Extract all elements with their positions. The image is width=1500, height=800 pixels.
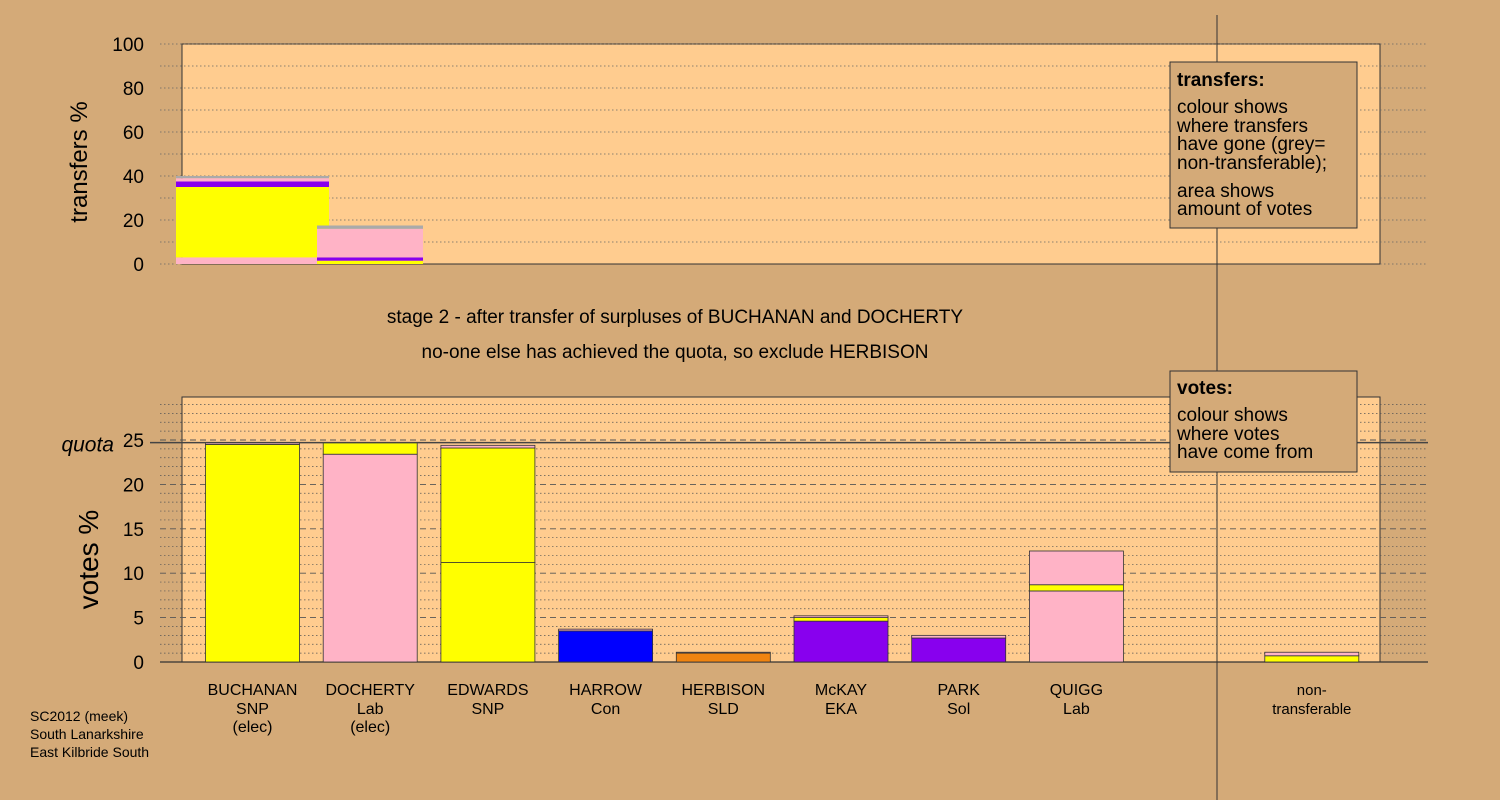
vote-segment-harrow [558,630,653,663]
votes-y-tick-label: 25 [123,431,144,452]
votes-legend-title: votes: [1177,378,1233,399]
transfers-legend-line: non-transferable); [1177,153,1327,174]
votes-legend-box [1169,370,1358,473]
candidate-status: (elec) [232,719,272,736]
vote-segment-mckay [793,617,889,622]
votes-y-axis-label: votes % [73,510,104,610]
transfers-y-tick-label: 100 [112,35,144,56]
transfer-segment-docherty [317,228,423,258]
vote-segment-docherty [322,442,418,455]
vote-segment-docherty [322,453,418,663]
transfers-y-axis-label: transfers % [66,101,93,222]
votes-y-ticks: 0 5 10 15 20 25 [123,431,144,674]
vote-segment-quigg [1029,590,1124,663]
vote-segment-mckay [793,615,889,618]
votes-y-tick-label: 15 [123,520,144,541]
transfers-legend-line: area shows [1177,181,1274,202]
vote-segment-herbison [675,651,771,654]
candidate-party: SNP [236,701,269,718]
transfers-y-tick-label: 0 [133,255,144,276]
vote-segment-non [1264,655,1360,663]
transfers-legend-line: have gone (grey= [1177,134,1325,155]
transfer-segment-buchanan [176,176,329,179]
transfers-legend-line: colour shows [1177,97,1288,118]
vote-segment-edwards [440,562,536,663]
votes-y-tick-label: 0 [133,653,144,674]
vote-segment-edwards [440,447,536,563]
transfer-segment-docherty [317,257,423,261]
votes-legend-line: have come from [1177,442,1313,463]
transfers-legend-line: amount of votes [1177,199,1312,220]
candidate-name: HARROW [569,682,643,699]
vote-segment-non [1264,651,1360,657]
candidate-name: PARK [938,682,981,699]
vote-segment-buchanan [205,444,300,663]
footer-ward: East Kilbride South [30,744,149,760]
vote-segment-harrow [558,628,653,632]
footer-election: SC2012 (meek) [30,708,128,724]
transfers-y-tick-label: 20 [123,211,144,232]
vote-segment-park [911,634,1007,639]
vote-segment-herbison [675,652,771,663]
candidate-name: HERBISON [682,682,766,699]
candidate-name: EDWARDS [447,682,528,699]
candidate-name: non- [1297,682,1327,699]
transfers-y-tick-label: 40 [123,167,144,188]
transfers-legend-box [1169,61,1358,229]
votes-legend-line: where votes [1176,424,1279,445]
candidate-party: Lab [1063,701,1090,718]
votes-y-tick-label: 5 [133,609,144,630]
footer-council: South Lanarkshire [30,726,144,742]
transfer-segment-buchanan [176,181,329,187]
transfer-segment-buchanan [176,257,329,264]
votes-bars [205,442,1360,663]
transfers-y-ticks: 0 20 40 60 80 100 [112,35,144,276]
candidate-name: BUCHANAN [208,682,298,699]
candidate-party: Lab [357,701,384,718]
transfers-legend-line: where transfers [1176,116,1308,137]
candidate-party: SNP [471,701,504,718]
candidate-status: (elec) [350,719,390,736]
transfer-segment-docherty [317,225,423,229]
quota-label: quota [61,434,114,457]
candidate-labels: BUCHANANSNP(elec)DOCHERTYLab(elec)EDWARD… [208,682,1352,736]
transfer-segment-buchanan [176,187,329,258]
transfers-bars [176,176,423,264]
votes-legend-line: colour shows [1177,405,1288,426]
vote-segment-edwards [440,444,536,449]
transfers-y-tick-label: 80 [123,79,144,100]
vote-segment-quigg [1029,550,1124,586]
transfers-y-tick-label: 60 [123,123,144,144]
candidate-name: McKAY [815,682,867,699]
transfer-segment-docherty [317,260,423,264]
transfers-legend-title: transfers: [1177,70,1265,91]
candidate-party: Con [591,701,620,718]
vote-segment-mckay [793,620,889,663]
candidate-name: QUIGG [1050,682,1103,699]
candidate-party: transferable [1272,701,1351,718]
transfer-segment-buchanan [176,178,329,182]
votes-y-tick-label: 20 [123,475,144,496]
candidate-party: EKA [825,701,857,718]
candidate-name: DOCHERTY [325,682,415,699]
candidate-party: SLD [708,701,739,718]
stage-subtitle: no-one else has achieved the quota, so e… [422,342,929,363]
stage-title: stage 2 - after transfer of surpluses of… [387,307,964,328]
votes-y-tick-label: 10 [123,564,144,585]
vote-segment-park [911,637,1007,663]
candidate-party: Sol [947,701,970,718]
vote-segment-quigg [1029,584,1124,592]
